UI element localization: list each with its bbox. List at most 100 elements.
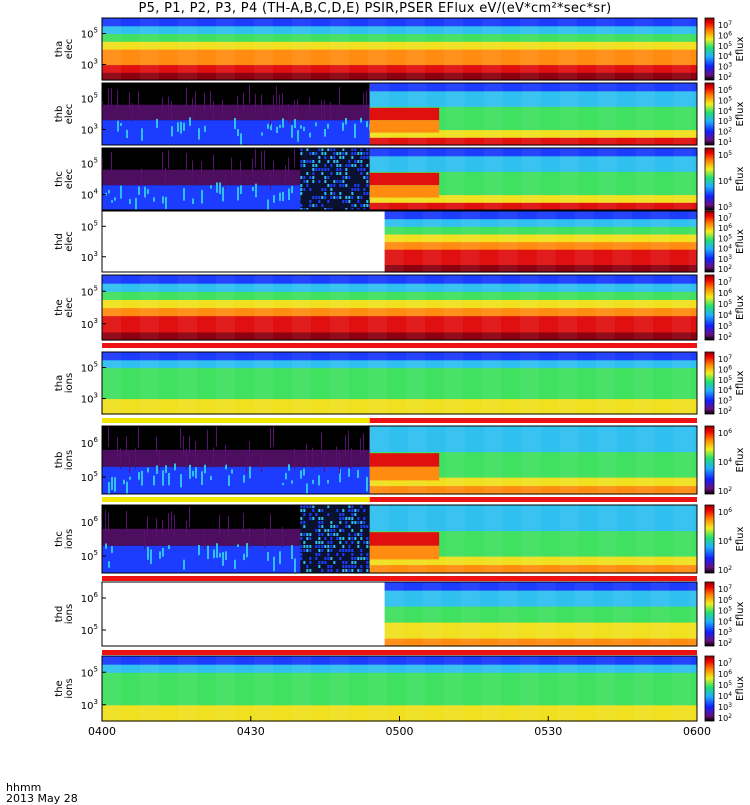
burst-block-speck — [336, 537, 339, 540]
burst-block-speck — [327, 529, 330, 532]
y-label-line: elec — [64, 231, 75, 252]
noise-burst — [366, 121, 368, 128]
burst-block-speck — [321, 541, 324, 544]
colorbar-tick-exp: 7 — [728, 277, 732, 284]
burst-block-speck — [339, 541, 342, 544]
noise-purple — [102, 104, 370, 121]
colorbar-tick-exp: 3 — [728, 62, 732, 69]
noise-streak — [249, 84, 250, 104]
noise-streak — [273, 95, 274, 114]
burst-block-speck — [351, 196, 354, 199]
noise-burst — [105, 543, 107, 549]
spectrum-bin — [368, 352, 387, 414]
y-tick-base: 10 — [81, 518, 94, 529]
colorbar-tick-label: 105 — [718, 375, 732, 385]
spectrum-bin — [558, 18, 577, 80]
spectrum-bin — [254, 18, 273, 80]
noise-streak — [321, 100, 322, 119]
burst-block-speck — [366, 569, 369, 572]
burst-block-speck — [309, 561, 312, 564]
burst-block-speck — [312, 160, 315, 163]
burst-red — [369, 107, 440, 121]
burst-block-speck — [351, 513, 354, 516]
burst-block-speck — [327, 148, 330, 151]
noise-streak — [351, 448, 352, 469]
burst-block-speck — [351, 505, 354, 508]
burst-block-speck — [324, 561, 327, 564]
noise-burst — [120, 185, 122, 199]
noise-burst — [273, 195, 275, 203]
colorbar-tick-base: 10 — [718, 376, 728, 385]
noise-burst — [240, 133, 242, 146]
burst-block-speck — [360, 549, 363, 552]
burst-block-speck — [303, 513, 306, 516]
burst-block-speck — [357, 188, 360, 191]
y-axis-label: thaelec — [54, 39, 75, 60]
burst-block-speck — [339, 549, 342, 552]
burst-block-speck — [315, 529, 318, 532]
y-tick-label: 103 — [81, 317, 98, 331]
spectrum-bin — [444, 275, 463, 340]
burst-block-speck — [333, 192, 336, 195]
noise-streak — [201, 161, 202, 180]
colorbar — [704, 351, 715, 415]
y-label-line: thd — [54, 606, 65, 623]
noise-burst — [126, 129, 128, 139]
burst-block-speck — [351, 148, 354, 151]
burst-block-speck — [333, 529, 336, 532]
burst-block-speck — [336, 525, 339, 528]
burst-block-speck — [330, 537, 333, 540]
burst-block-speck — [303, 525, 306, 528]
colorbar-tick-exp: 7 — [728, 213, 732, 220]
burst-block-speck — [318, 525, 321, 528]
burst-block-speck — [300, 192, 303, 195]
spectrum-bin — [216, 275, 235, 340]
burst-block-speck — [312, 180, 315, 183]
noise-streak — [231, 157, 232, 177]
panel-frame — [101, 504, 698, 574]
noise-streak — [204, 528, 205, 550]
burst-block-speck — [339, 192, 342, 195]
burst-block-speck — [354, 164, 357, 167]
burst-block-speck — [318, 168, 321, 171]
colorbar-label: Eflux — [735, 447, 746, 472]
noise-burst — [210, 185, 212, 189]
burst-block-speck — [339, 172, 342, 175]
noise-burst — [282, 118, 284, 128]
burst-block-speck — [321, 517, 324, 520]
spectrum-band — [102, 664, 697, 673]
colorbar-tick-base: 10 — [718, 31, 728, 40]
burst-block-speck — [309, 176, 312, 179]
burst-block-speck — [327, 160, 330, 163]
colorbar-tick-label: 106 — [718, 428, 732, 438]
burst-block-speck — [354, 160, 357, 163]
burst-block-speck — [324, 176, 327, 179]
colorbar-tick-base: 10 — [718, 681, 728, 690]
burst-block-speck — [306, 537, 309, 540]
spectrum-bin — [688, 582, 708, 646]
colorbar-tick-base: 10 — [718, 692, 728, 701]
colorbar-tick-label: 104 — [718, 536, 732, 546]
noise-streak — [228, 515, 229, 537]
burst-block-speck — [342, 176, 345, 179]
panel-frame — [101, 147, 698, 211]
noise-streak — [162, 97, 163, 117]
noise-streak — [285, 165, 286, 184]
burst-block-speck — [339, 180, 342, 183]
colorbar-tick-label: 107 — [718, 584, 732, 594]
noise-burst — [108, 481, 110, 495]
burst-block-speck — [312, 505, 315, 508]
noise-burst — [162, 470, 164, 486]
burst-block-speck — [318, 553, 321, 556]
noise-burst — [207, 545, 209, 560]
colorbar-tick-base: 10 — [718, 397, 728, 406]
y-tick-exp: 5 — [94, 665, 98, 673]
burst-block-speck — [315, 545, 318, 548]
spectrum-band — [369, 468, 698, 478]
colorbar-tick-label: 103 — [718, 396, 732, 406]
y-tick-base: 10 — [81, 253, 94, 264]
colorbar-label: Eflux — [735, 166, 746, 191]
burst-block-speck — [339, 164, 342, 167]
burst-block-speck — [345, 517, 348, 520]
spectrum-bin — [482, 656, 501, 721]
